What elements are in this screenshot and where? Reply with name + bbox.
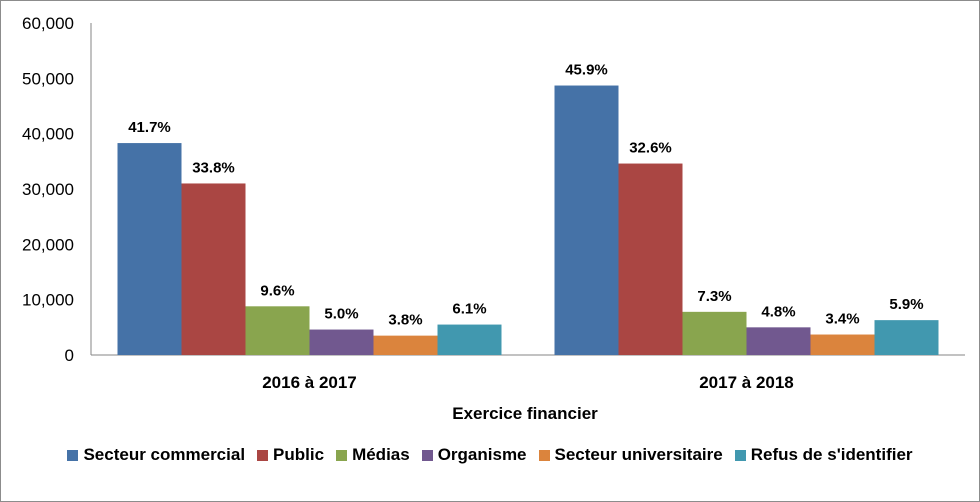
data-label: 4.8% bbox=[761, 303, 795, 320]
y-tick-label: 30,000 bbox=[22, 180, 74, 199]
bar bbox=[874, 320, 939, 355]
legend-item: Médias bbox=[336, 445, 410, 465]
data-label: 32.6% bbox=[629, 140, 672, 157]
x-axis-title: Exercice financier bbox=[452, 404, 598, 423]
bar bbox=[810, 334, 875, 355]
legend-label: Secteur commercial bbox=[83, 445, 246, 464]
bar bbox=[373, 335, 438, 355]
bar-chart: 0 10,000 20,000 30,000 40,000 50,000 60,000 41… bbox=[22, 14, 965, 423]
bar bbox=[554, 85, 619, 355]
y-tick-label: 10,000 bbox=[22, 291, 74, 310]
data-labels: 41.7% 33.8% 9.6% 5.0% 3.8% 6.1% 45.9% 32.6% 7.3%… bbox=[128, 62, 923, 329]
y-tick-label: 50,000 bbox=[22, 69, 74, 88]
data-label: 5.0% bbox=[324, 306, 358, 323]
bar bbox=[245, 306, 310, 355]
bar bbox=[618, 163, 683, 355]
y-tick-label: 60,000 bbox=[22, 14, 74, 33]
legend-label: Médias bbox=[352, 445, 410, 464]
legend-swatch bbox=[67, 449, 79, 461]
bar bbox=[437, 324, 502, 355]
legend: Secteur commercial Public Médias Organisme S… bbox=[1, 445, 979, 465]
data-label: 45.9% bbox=[565, 62, 608, 79]
data-label: 3.4% bbox=[825, 311, 859, 328]
y-tick-labels: 0 10,000 20,000 30,000 40,000 50,000 60,000 bbox=[22, 14, 74, 365]
legend-item: Public bbox=[257, 445, 324, 465]
legend-label: Organisme bbox=[437, 445, 527, 464]
legend-swatch bbox=[734, 449, 746, 461]
legend-swatch bbox=[257, 449, 269, 461]
y-tick-label: 20,000 bbox=[22, 235, 74, 254]
x-tick-labels: 2016 à 2017 2017 à 2018 bbox=[262, 373, 794, 392]
data-label: 3.8% bbox=[388, 312, 422, 329]
bar bbox=[309, 329, 374, 355]
legend-item: Refus de s'identifier bbox=[734, 445, 913, 465]
data-label: 9.6% bbox=[260, 282, 294, 299]
legend-label: Refus de s'identifier bbox=[750, 445, 913, 464]
legend-swatch bbox=[336, 449, 348, 461]
data-label: 5.9% bbox=[889, 296, 923, 313]
legend-item: Secteur universitaire bbox=[538, 445, 723, 465]
bar bbox=[746, 327, 811, 355]
y-tick-label: 0 bbox=[65, 346, 74, 365]
data-label: 33.8% bbox=[192, 159, 235, 176]
legend-swatch bbox=[538, 449, 550, 461]
data-label: 6.1% bbox=[452, 301, 486, 318]
bar bbox=[181, 183, 246, 355]
bar bbox=[682, 311, 747, 355]
x-tick-label: 2016 à 2017 bbox=[262, 373, 357, 392]
y-tick-label: 40,000 bbox=[22, 125, 74, 144]
legend-item: Secteur commercial bbox=[67, 445, 245, 465]
data-label: 41.7% bbox=[128, 119, 171, 136]
legend-label: Public bbox=[273, 445, 325, 464]
data-label: 7.3% bbox=[697, 288, 731, 305]
bars bbox=[117, 85, 939, 355]
legend-swatch bbox=[421, 449, 433, 461]
legend-label: Secteur universitaire bbox=[554, 445, 723, 464]
bar bbox=[117, 143, 182, 355]
x-tick-label: 2017 à 2018 bbox=[699, 373, 794, 392]
legend-item: Organisme bbox=[421, 445, 527, 465]
